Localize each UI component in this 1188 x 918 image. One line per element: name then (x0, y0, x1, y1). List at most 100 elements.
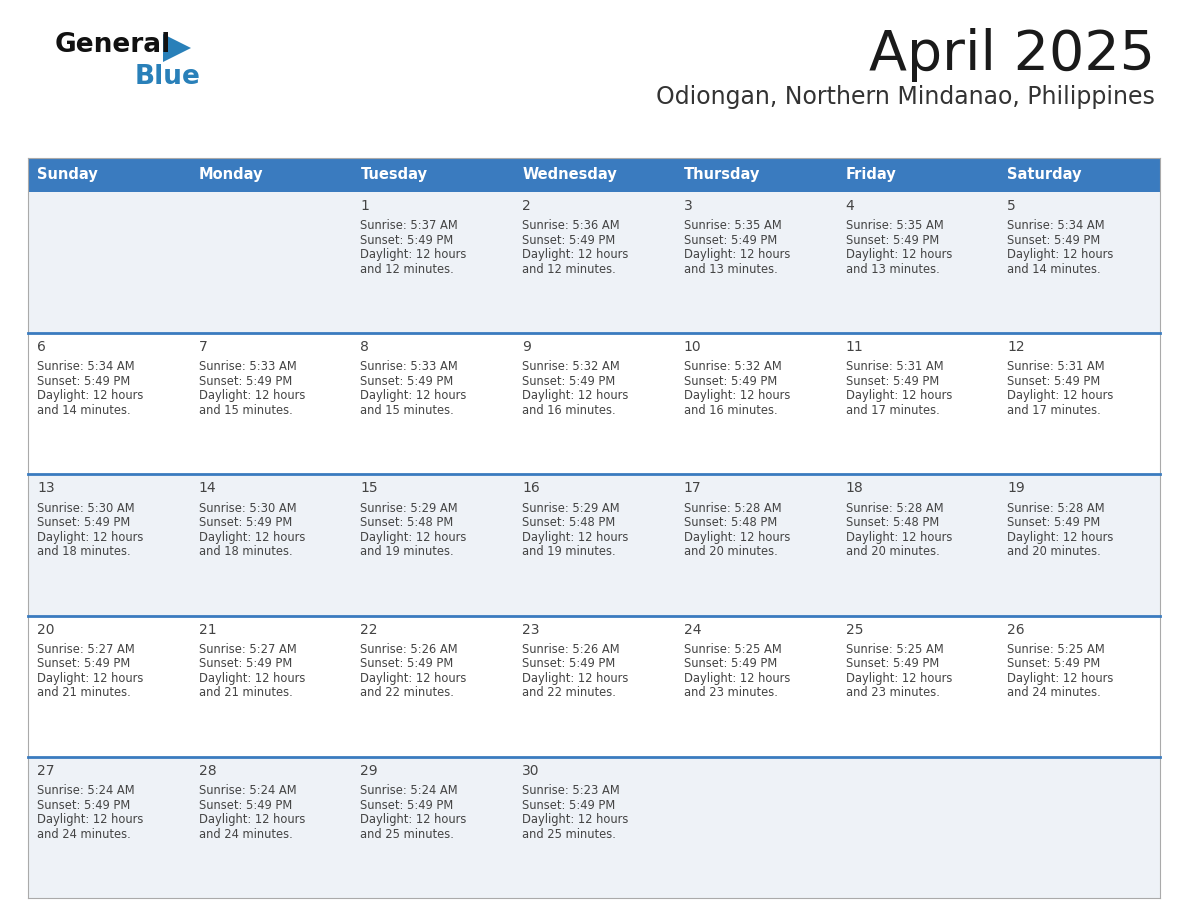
Text: Sunset: 5:49 PM: Sunset: 5:49 PM (684, 375, 777, 388)
Text: Daylight: 12 hours: Daylight: 12 hours (37, 672, 144, 685)
Text: and 16 minutes.: and 16 minutes. (684, 404, 777, 417)
Text: 14: 14 (198, 481, 216, 496)
Text: 21: 21 (198, 622, 216, 636)
Text: Daylight: 12 hours: Daylight: 12 hours (198, 672, 305, 685)
Text: Daylight: 12 hours: Daylight: 12 hours (523, 531, 628, 543)
Text: Sunrise: 5:33 AM: Sunrise: 5:33 AM (198, 361, 297, 374)
Text: Sunrise: 5:35 AM: Sunrise: 5:35 AM (846, 219, 943, 232)
Text: 6: 6 (37, 341, 46, 354)
Text: Sunrise: 5:26 AM: Sunrise: 5:26 AM (523, 643, 620, 655)
Text: Sunrise: 5:27 AM: Sunrise: 5:27 AM (37, 643, 134, 655)
Text: Sunset: 5:48 PM: Sunset: 5:48 PM (684, 516, 777, 529)
Text: Tuesday: Tuesday (360, 167, 428, 183)
Text: Sunrise: 5:25 AM: Sunrise: 5:25 AM (1007, 643, 1105, 655)
Text: Sunrise: 5:28 AM: Sunrise: 5:28 AM (1007, 502, 1105, 515)
Text: 5: 5 (1007, 199, 1016, 213)
Text: Daylight: 12 hours: Daylight: 12 hours (198, 389, 305, 402)
Text: 10: 10 (684, 341, 701, 354)
Text: Sunrise: 5:33 AM: Sunrise: 5:33 AM (360, 361, 459, 374)
Text: Sunset: 5:49 PM: Sunset: 5:49 PM (37, 375, 131, 388)
Text: 30: 30 (523, 764, 539, 778)
Text: 19: 19 (1007, 481, 1025, 496)
Text: Sunset: 5:48 PM: Sunset: 5:48 PM (523, 516, 615, 529)
Text: and 18 minutes.: and 18 minutes. (198, 545, 292, 558)
Text: Daylight: 12 hours: Daylight: 12 hours (360, 672, 467, 685)
Text: Sunset: 5:49 PM: Sunset: 5:49 PM (523, 657, 615, 670)
Text: 2: 2 (523, 199, 531, 213)
Text: Daylight: 12 hours: Daylight: 12 hours (523, 672, 628, 685)
Text: Daylight: 12 hours: Daylight: 12 hours (523, 389, 628, 402)
Text: and 21 minutes.: and 21 minutes. (37, 687, 131, 700)
Text: Sunset: 5:49 PM: Sunset: 5:49 PM (360, 234, 454, 247)
Text: 1: 1 (360, 199, 369, 213)
Text: and 12 minutes.: and 12 minutes. (360, 263, 454, 275)
Text: Daylight: 12 hours: Daylight: 12 hours (523, 813, 628, 826)
Text: Daylight: 12 hours: Daylight: 12 hours (198, 813, 305, 826)
Text: and 24 minutes.: and 24 minutes. (37, 828, 131, 841)
Text: Sunrise: 5:28 AM: Sunrise: 5:28 AM (684, 502, 782, 515)
Text: Daylight: 12 hours: Daylight: 12 hours (684, 531, 790, 543)
Bar (29, 616, 1159, 756)
Text: 25: 25 (846, 622, 862, 636)
Text: Sunset: 5:49 PM: Sunset: 5:49 PM (198, 799, 292, 812)
Text: and 20 minutes.: and 20 minutes. (846, 545, 940, 558)
Text: 11: 11 (846, 341, 864, 354)
Text: and 20 minutes.: and 20 minutes. (684, 545, 778, 558)
Text: Sunset: 5:49 PM: Sunset: 5:49 PM (198, 516, 292, 529)
Text: 13: 13 (37, 481, 55, 496)
Text: and 25 minutes.: and 25 minutes. (360, 828, 454, 841)
Text: Sunrise: 5:24 AM: Sunrise: 5:24 AM (37, 784, 134, 797)
Text: and 24 minutes.: and 24 minutes. (1007, 687, 1101, 700)
Bar (29, 333, 1159, 475)
Text: Sunrise: 5:29 AM: Sunrise: 5:29 AM (360, 502, 459, 515)
Text: Sunset: 5:48 PM: Sunset: 5:48 PM (360, 516, 454, 529)
Text: 16: 16 (523, 481, 539, 496)
Text: Sunset: 5:49 PM: Sunset: 5:49 PM (360, 657, 454, 670)
Text: Daylight: 12 hours: Daylight: 12 hours (360, 389, 467, 402)
Bar (29, 192, 1159, 333)
Bar (998, 158, 1159, 192)
Text: Daylight: 12 hours: Daylight: 12 hours (360, 531, 467, 543)
Text: Daylight: 12 hours: Daylight: 12 hours (198, 531, 305, 543)
Text: Sunrise: 5:25 AM: Sunrise: 5:25 AM (684, 643, 782, 655)
Text: Sunset: 5:49 PM: Sunset: 5:49 PM (198, 657, 292, 670)
Text: Sunrise: 5:25 AM: Sunrise: 5:25 AM (846, 643, 943, 655)
Text: Daylight: 12 hours: Daylight: 12 hours (1007, 248, 1113, 262)
Text: and 14 minutes.: and 14 minutes. (1007, 263, 1101, 275)
Text: Daylight: 12 hours: Daylight: 12 hours (846, 389, 952, 402)
Text: Sunrise: 5:34 AM: Sunrise: 5:34 AM (1007, 219, 1105, 232)
Text: and 21 minutes.: and 21 minutes. (198, 687, 292, 700)
Text: Odiongan, Northern Mindanao, Philippines: Odiongan, Northern Mindanao, Philippines (656, 85, 1155, 109)
Text: Daylight: 12 hours: Daylight: 12 hours (846, 248, 952, 262)
Text: April 2025: April 2025 (868, 28, 1155, 82)
Text: 8: 8 (360, 341, 369, 354)
Text: Sunrise: 5:35 AM: Sunrise: 5:35 AM (684, 219, 782, 232)
Text: and 16 minutes.: and 16 minutes. (523, 404, 615, 417)
Bar (513, 158, 675, 192)
Bar (675, 158, 836, 192)
Text: 28: 28 (198, 764, 216, 778)
Text: and 23 minutes.: and 23 minutes. (846, 687, 940, 700)
Text: 3: 3 (684, 199, 693, 213)
Text: Sunrise: 5:27 AM: Sunrise: 5:27 AM (198, 643, 297, 655)
Text: Daylight: 12 hours: Daylight: 12 hours (684, 248, 790, 262)
Text: and 14 minutes.: and 14 minutes. (37, 404, 131, 417)
Bar (29, 756, 1159, 898)
Bar (352, 158, 513, 192)
Text: Sunset: 5:48 PM: Sunset: 5:48 PM (846, 516, 939, 529)
Text: Daylight: 12 hours: Daylight: 12 hours (523, 248, 628, 262)
Text: and 19 minutes.: and 19 minutes. (523, 545, 615, 558)
Text: 17: 17 (684, 481, 701, 496)
Text: Monday: Monday (198, 167, 264, 183)
Text: Sunset: 5:49 PM: Sunset: 5:49 PM (37, 799, 131, 812)
Text: and 15 minutes.: and 15 minutes. (198, 404, 292, 417)
Text: 7: 7 (198, 341, 208, 354)
Text: Sunset: 5:49 PM: Sunset: 5:49 PM (523, 375, 615, 388)
Text: Blue: Blue (135, 64, 201, 90)
Text: Daylight: 12 hours: Daylight: 12 hours (846, 531, 952, 543)
Text: General: General (55, 32, 171, 58)
Text: and 13 minutes.: and 13 minutes. (684, 263, 778, 275)
Text: Daylight: 12 hours: Daylight: 12 hours (1007, 531, 1113, 543)
Text: Daylight: 12 hours: Daylight: 12 hours (37, 813, 144, 826)
Text: Daylight: 12 hours: Daylight: 12 hours (37, 531, 144, 543)
